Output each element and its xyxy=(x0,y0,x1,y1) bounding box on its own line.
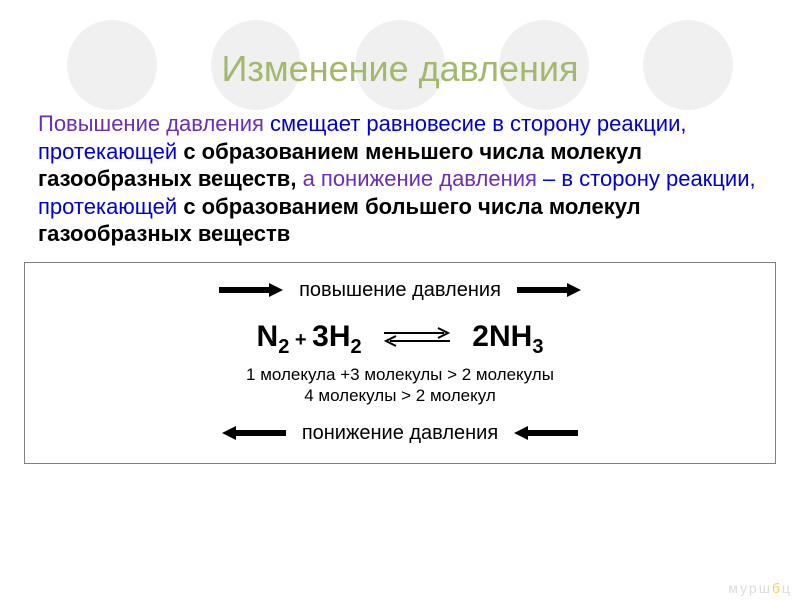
top-label: повышение давления xyxy=(299,279,501,302)
eq-nh: NH xyxy=(489,320,532,353)
arrow-head xyxy=(222,426,236,440)
watermark: муршбц xyxy=(728,580,792,596)
bottom-label: понижение давления xyxy=(302,422,498,445)
arrow-left-icon xyxy=(222,422,286,445)
top-arrow-row: повышение давления xyxy=(35,279,765,302)
arrow-head xyxy=(514,426,528,440)
bottom-arrow-row: понижение давления xyxy=(35,422,765,445)
molecule-count-2: 4 молекулы > 2 молекул xyxy=(35,386,765,406)
arrow-shaft xyxy=(528,430,578,436)
molecule-count-1: 1 молекула +3 молекулы > 2 молекулы xyxy=(35,365,765,385)
equation-box: повышение давления N2 + 3H2 2NH3 1 молек… xyxy=(24,262,776,464)
main-paragraph: Повышение давления смещает равновесие в … xyxy=(0,90,800,248)
eq-h-coef: 3 xyxy=(312,320,329,353)
eq-nh-sub: 3 xyxy=(532,336,543,358)
watermark-highlight: б xyxy=(772,580,782,596)
arrow-head xyxy=(567,283,581,297)
arrow-shaft xyxy=(517,287,567,293)
page-title: Изменение давления xyxy=(0,0,800,90)
arrow-right-icon xyxy=(219,279,283,302)
eq-n: N xyxy=(257,320,279,353)
watermark-prefix: мурш xyxy=(728,580,772,596)
equilibrium-arrows-icon xyxy=(382,321,452,355)
chemical-equation: N2 + 3H2 2NH3 xyxy=(35,320,765,359)
arrow-right-icon xyxy=(517,279,581,302)
para-seg-4: а понижение давления xyxy=(303,166,543,191)
eq-h: H xyxy=(329,320,351,353)
arrow-head xyxy=(269,283,283,297)
arrow-left-icon xyxy=(514,422,578,445)
eq-plus: + xyxy=(289,329,312,351)
watermark-suffix: ц xyxy=(782,580,792,596)
eq-n-sub: 2 xyxy=(278,336,289,358)
title-text: Изменение давления xyxy=(222,48,579,89)
eq-nh-coef: 2 xyxy=(472,320,489,353)
eq-h-sub: 2 xyxy=(350,336,361,358)
arrow-shaft xyxy=(219,287,269,293)
arrow-shaft xyxy=(236,430,286,436)
para-seg-1: Повышение давления xyxy=(38,111,270,136)
